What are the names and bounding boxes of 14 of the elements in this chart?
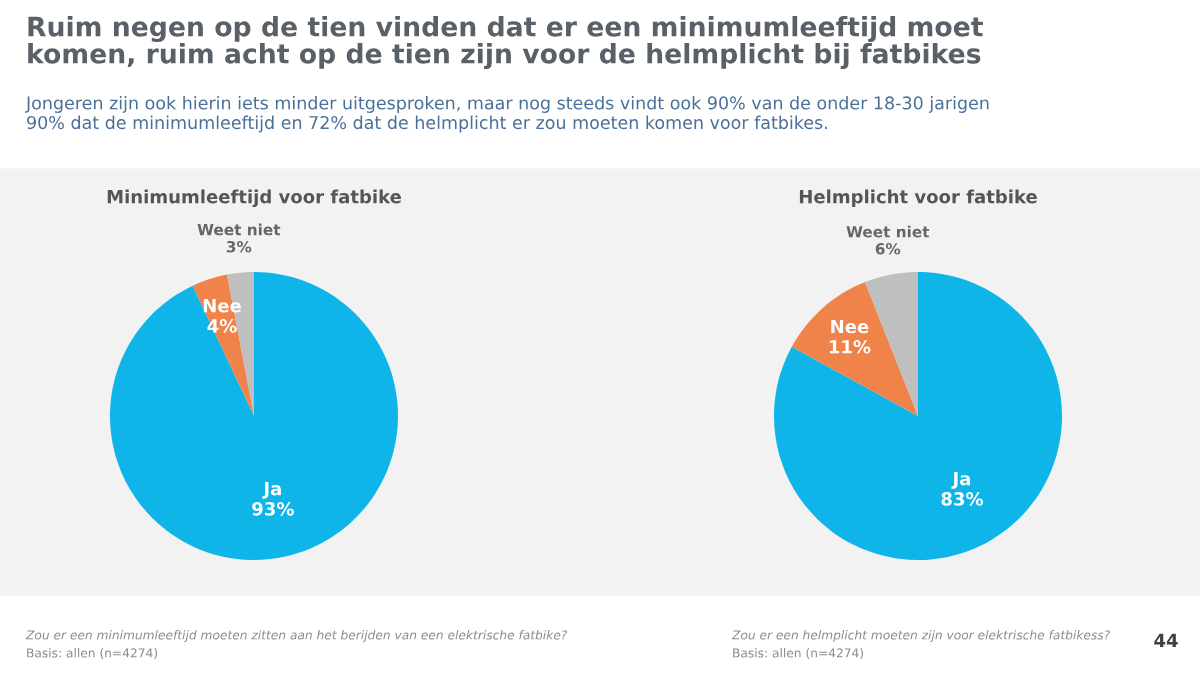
data-label: 11% — [829, 339, 871, 354]
text: Jongeren zijn ook hierin iets minder uitgesproken, maar nog steeds vindt ook 90% van de onder 18-30 jarigen 90% dat de minimumleeftijd en 72% dat de helmplicht er zou moeten komen voor fatbikes. — [25, 96, 989, 133]
slice-label: Ja — [262, 482, 281, 499]
slice-label: Ja — [951, 472, 971, 489]
text: Ruim negen op de tien vinden dat er een minimumleeftijd moet komen, ruim acht op de tien zijn voor de helmplicht bij fatbikes — [28, 16, 983, 70]
pie-slice — [774, 272, 1062, 560]
slice-label: Nee — [831, 319, 869, 334]
chart-title: Helmplicht voor fatbike — [799, 189, 1037, 207]
data-label: 83% — [941, 492, 984, 506]
text: 44 — [1154, 633, 1178, 647]
pie-slice — [791, 282, 918, 416]
chart-title: Minimumleeftijd voor fatbike — [107, 189, 402, 208]
data-label: 93% — [252, 502, 294, 516]
pie-slice — [110, 272, 398, 560]
